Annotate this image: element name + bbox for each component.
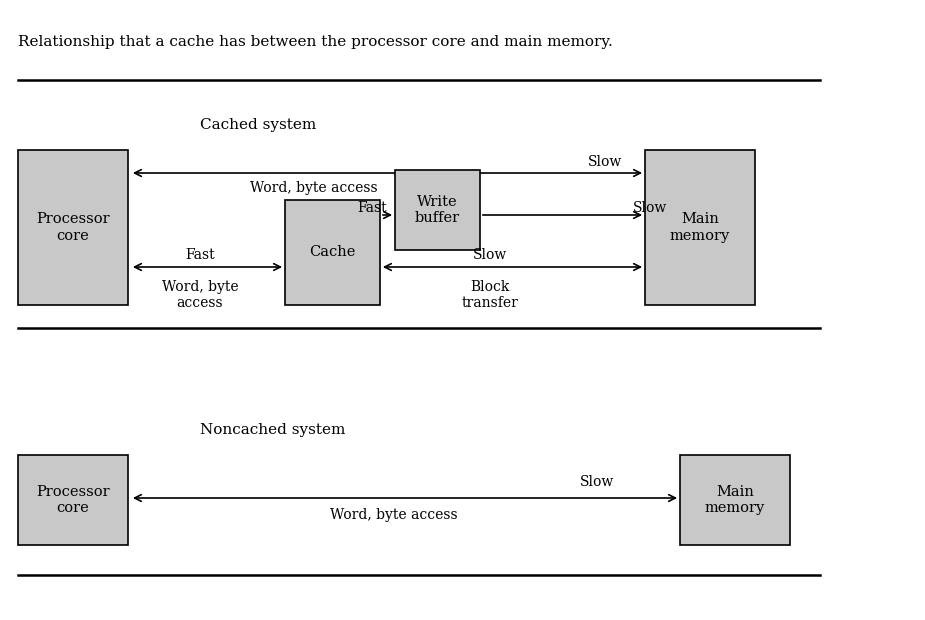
Bar [285,200,380,305]
Text: Noncached system: Noncached system [200,423,345,437]
Text: Main
memory: Main memory [705,485,765,515]
Text: Slow: Slow [633,201,667,215]
Text: Word, byte
access: Word, byte access [162,280,239,310]
Bar [18,455,128,545]
Text: Cached system: Cached system [200,118,316,132]
Bar [18,150,128,305]
Text: Word, byte access: Word, byte access [250,181,377,195]
Text: Processor
core: Processor core [36,485,110,515]
Text: Write
buffer: Write buffer [415,195,460,225]
Text: Block
transfer: Block transfer [462,280,518,310]
Text: Processor
core: Processor core [36,213,110,242]
Text: Main
memory: Main memory [670,213,730,242]
Text: Slow: Slow [473,248,507,262]
Text: Relationship that a cache has between the processor core and main memory.: Relationship that a cache has between th… [18,35,612,49]
Text: Fast: Fast [357,201,387,215]
Text: Slow: Slow [580,475,614,489]
Text: Word, byte access: Word, byte access [330,508,458,522]
Text: Slow: Slow [588,155,623,169]
Text: Cache: Cache [309,246,356,260]
Bar [680,455,790,545]
Bar [395,170,480,250]
Bar [645,150,755,305]
Text: Fast: Fast [185,248,215,262]
